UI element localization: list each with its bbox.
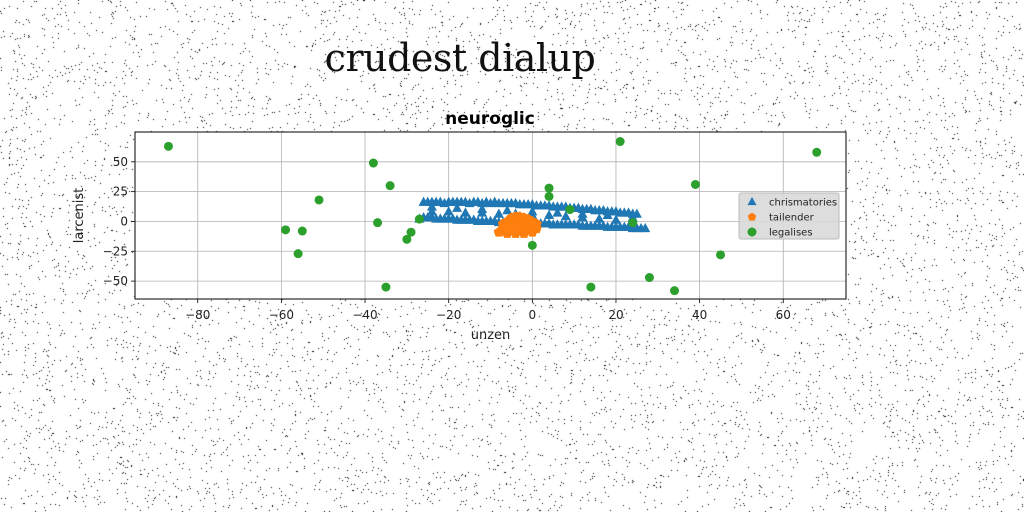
legalises-point <box>615 137 625 147</box>
x-tick-label: 60 <box>776 308 791 322</box>
x-tick-label: 20 <box>608 308 623 322</box>
chart-title: neuroglic <box>445 109 535 129</box>
x-tick-label: 0 <box>529 308 537 322</box>
legalises-point <box>527 240 537 250</box>
plot-area-frame <box>134 131 847 300</box>
chrismatories-point <box>560 210 571 221</box>
page-title: crudest dialup <box>324 36 596 80</box>
legalises-point <box>297 226 307 236</box>
axis-ticks: −80 −60 −40 −20 0 20 40 60 −50 −25 0 25 50 <box>103 155 791 322</box>
tailender-point <box>514 225 526 236</box>
legend-marker-tailender <box>747 212 757 221</box>
legalises-point <box>402 234 412 244</box>
y-tick-label: −25 <box>103 244 128 258</box>
chrismatories-point <box>443 206 454 216</box>
chrismatories-point <box>544 209 555 219</box>
plot-background <box>135 132 846 299</box>
y-tick-label: 50 <box>113 155 128 169</box>
legend-label: tailender <box>769 213 815 224</box>
legend-label: chrismatories <box>769 198 837 209</box>
tailender-point <box>522 217 534 228</box>
chrismatories-point <box>610 214 621 224</box>
x-tick-label: −80 <box>185 308 210 322</box>
legalises-point <box>544 191 554 201</box>
tailender-point <box>497 218 509 229</box>
chrismatories-point <box>452 202 463 212</box>
legalises-point <box>812 147 822 157</box>
legalises-point <box>690 179 700 189</box>
y-axis-label: larcenist <box>72 188 87 244</box>
chrismatories-point <box>640 222 651 233</box>
legend-marker-chrismatories <box>747 196 757 206</box>
chrismatories-point <box>426 201 437 211</box>
series-tailender <box>493 211 542 238</box>
legalises-point <box>716 250 726 260</box>
legalises-point <box>163 141 173 151</box>
legalises-point <box>414 214 424 224</box>
y-tick-label: 0 <box>120 214 128 228</box>
chrismatories-point <box>527 206 538 216</box>
chrismatories-point <box>493 208 504 218</box>
x-tick-label: −20 <box>436 308 461 322</box>
legalises-point <box>628 218 638 228</box>
chrismatories-point <box>426 206 437 216</box>
legalises-point <box>406 227 416 237</box>
legend-label: legalises <box>769 228 813 239</box>
x-tick-label: −40 <box>352 308 377 322</box>
legalises-point <box>368 158 378 168</box>
chrismatories-point <box>594 213 605 223</box>
legalises-point <box>281 225 291 235</box>
legalises-point <box>373 218 383 228</box>
chrismatories-point <box>602 209 613 219</box>
x-tick-label: 40 <box>692 308 707 322</box>
legalises-point <box>385 181 395 191</box>
legend-box <box>738 192 840 240</box>
y-tick-label: 25 <box>113 185 128 199</box>
legalises-point <box>670 286 680 296</box>
legalises-point <box>644 273 654 283</box>
x-tick-label: −60 <box>269 308 294 322</box>
legalises-point <box>565 205 575 215</box>
series-legalises <box>163 137 822 296</box>
legalises-point <box>381 282 391 292</box>
legend-marker-legalises <box>747 227 757 237</box>
legalises-point <box>293 249 303 259</box>
y-tick-label: −50 <box>103 274 128 288</box>
legend: chrismatories tailender legalises <box>738 192 840 240</box>
chrismatories-point <box>502 204 513 215</box>
legalises-point <box>544 183 554 193</box>
legalises-point <box>314 195 324 205</box>
chrismatories-point <box>552 207 563 217</box>
tailender-point <box>510 215 521 226</box>
legalises-point <box>586 282 596 292</box>
chrismatories-point <box>460 207 471 217</box>
x-axis-label: unzen <box>471 328 511 343</box>
chrismatories-point <box>577 208 588 218</box>
data-markers <box>163 137 822 296</box>
chrismatories-point <box>477 203 488 214</box>
